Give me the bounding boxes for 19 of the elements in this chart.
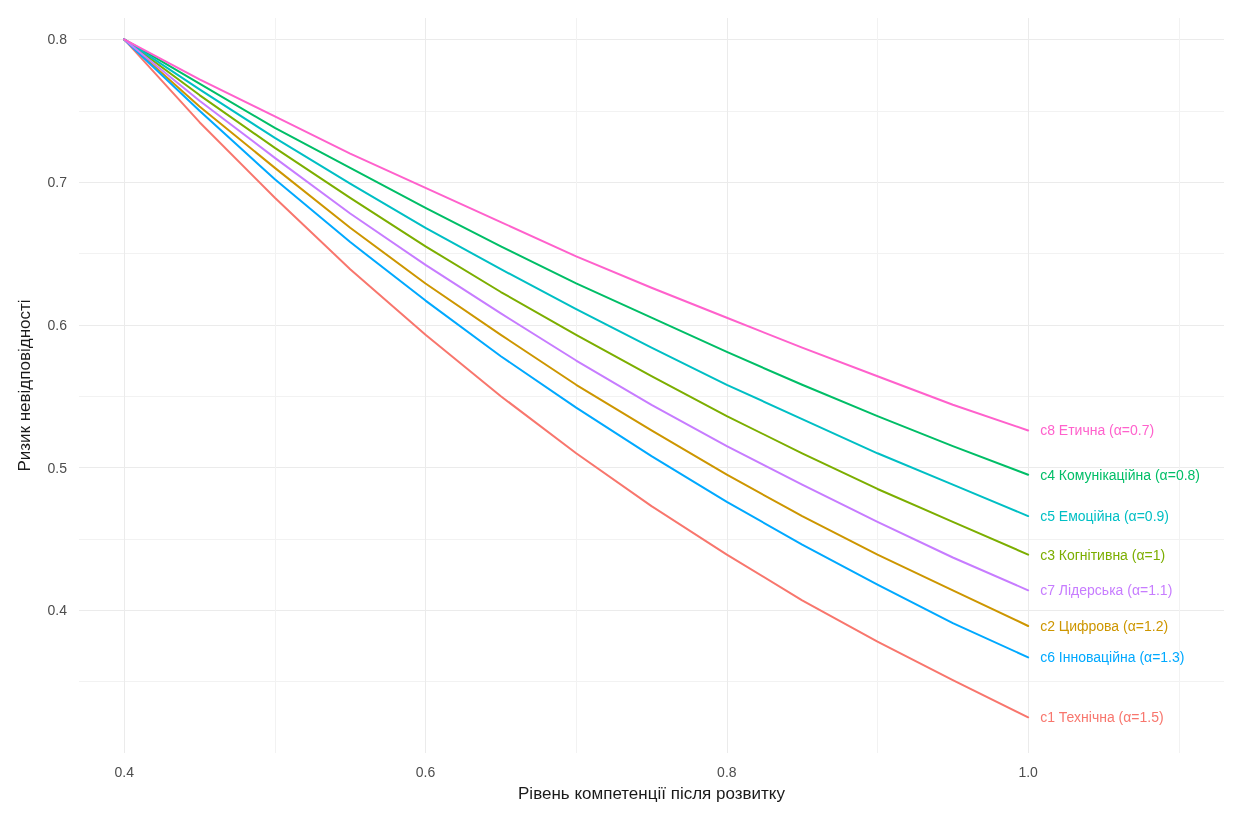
- y-tick-label: 0.4: [47, 602, 68, 619]
- y-axis-title: Ризик невідповідності: [15, 299, 34, 472]
- x-tick-label: 0.8: [717, 764, 737, 780]
- series-label: c1 Технічна (α=1.5): [1040, 709, 1164, 726]
- series-label: c6 Інноваційна (α=1.3): [1040, 649, 1185, 666]
- y-tick-label: 0.8: [47, 31, 68, 48]
- series-label: c8 Етична (α=0.7): [1040, 422, 1155, 439]
- y-tick-label: 0.5: [47, 459, 68, 476]
- x-axis-title: Рівень компетенції після розвитку: [518, 784, 786, 803]
- series-label: c5 Емоційна (α=0.9): [1040, 508, 1169, 525]
- y-tick-label: 0.7: [47, 174, 68, 191]
- x-tick-label: 0.6: [415, 764, 436, 780]
- x-tick-label: 1.0: [1018, 764, 1039, 780]
- x-tick-label: 0.4: [114, 764, 135, 780]
- series-label: c4 Комунікаційна (α=0.8): [1040, 466, 1201, 483]
- series-label: c3 Когнітивна (α=1): [1040, 546, 1166, 563]
- series-label: c7 Лідерська (α=1.1): [1040, 582, 1173, 599]
- series-label: c2 Цифрова (α=1.2): [1040, 617, 1169, 634]
- y-tick-label: 0.6: [47, 316, 68, 333]
